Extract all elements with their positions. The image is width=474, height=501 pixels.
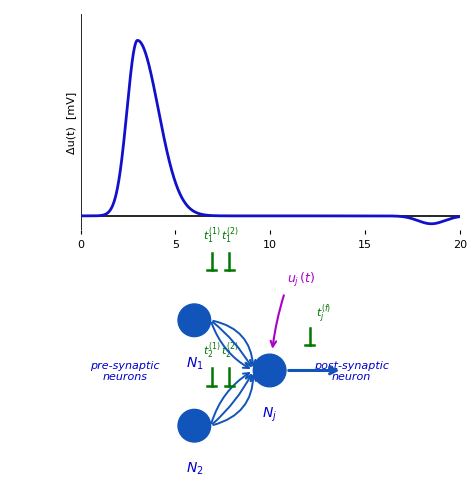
Text: pre-synaptic
neurons: pre-synaptic neurons [91, 360, 160, 382]
Text: $t_1^{(1)}$: $t_1^{(1)}$ [203, 225, 220, 245]
Circle shape [178, 304, 210, 337]
Text: $t_j^{(f)}$: $t_j^{(f)}$ [316, 302, 331, 326]
Text: $N_2$: $N_2$ [185, 460, 203, 476]
Text: $t_1^{(2)}$: $t_1^{(2)}$ [221, 225, 238, 245]
Text: post-synaptic
neuron: post-synaptic neuron [314, 360, 389, 382]
Text: $u_j\,(t)$: $u_j\,(t)$ [287, 270, 316, 288]
Text: $N_j$: $N_j$ [262, 405, 277, 423]
Y-axis label: Δu(t)  [mV]: Δu(t) [mV] [66, 92, 76, 154]
Circle shape [178, 409, 210, 442]
Text: $N_1$: $N_1$ [185, 355, 203, 371]
Circle shape [253, 355, 286, 387]
Text: $t_2^{(2)}$: $t_2^{(2)}$ [221, 340, 238, 361]
Text: $t_2^{(1)}$: $t_2^{(1)}$ [203, 340, 220, 361]
